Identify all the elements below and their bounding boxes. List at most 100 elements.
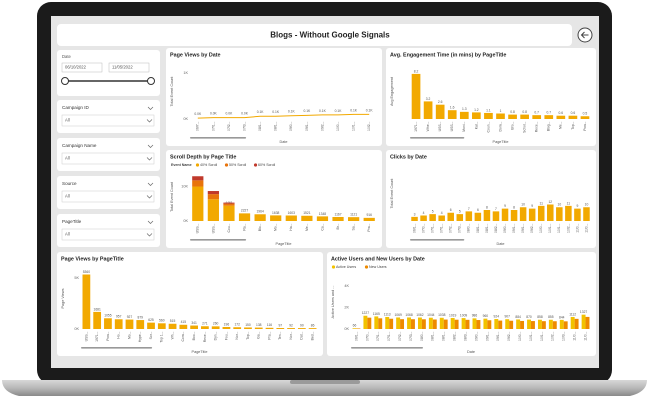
data-label: 2.6 — [438, 100, 443, 104]
bar — [432, 319, 437, 329]
x-tick-label: 07/3... — [242, 121, 246, 130]
data-label: 0.1K — [319, 109, 327, 113]
bar — [136, 320, 145, 329]
bar — [385, 316, 390, 329]
data-label: 5360 — [83, 270, 91, 274]
x-tick-label: 08/1... — [485, 223, 489, 232]
data-label: 1348 — [319, 212, 327, 216]
x-tick-label: 09/1... — [496, 331, 500, 340]
y-tick-label: 2K — [344, 305, 349, 309]
date-slider-handle[interactable] — [147, 77, 155, 85]
x-tick-label: Com... — [181, 331, 185, 341]
bar — [439, 317, 444, 329]
y-tick-label: 4K — [344, 284, 349, 288]
data-label: 1121 — [350, 213, 357, 217]
data-label: 1227 — [362, 311, 370, 315]
data-label: 4 — [423, 211, 425, 215]
date-input[interactable] — [108, 62, 150, 73]
dropdown[interactable] — [61, 114, 155, 127]
bar — [494, 319, 499, 329]
filter-label: Date — [62, 54, 72, 59]
dropdown[interactable] — [61, 152, 155, 165]
x-axis-label: Date — [467, 350, 475, 354]
filter-label: Source — [62, 181, 77, 186]
data-label: 1.1 — [486, 108, 491, 112]
data-label: 8.2 — [414, 69, 419, 73]
x-axis-label: PageTitle — [192, 350, 208, 354]
data-label: 92 — [289, 323, 293, 327]
x-tick-label: USS... — [84, 331, 88, 341]
bar — [520, 320, 525, 329]
x-tick-label: 1971... — [95, 331, 99, 341]
chevron — [146, 157, 153, 161]
x-tick-label: 07/0... — [421, 223, 425, 232]
legend-marker — [364, 265, 369, 269]
bar — [570, 316, 575, 329]
dropdown[interactable] — [61, 228, 155, 241]
bar — [559, 319, 564, 329]
bar — [505, 319, 510, 329]
bar — [201, 326, 209, 329]
bar — [270, 215, 282, 221]
bar — [547, 204, 554, 221]
x-tick-label: Top... — [571, 121, 575, 129]
x-tick-label: Sor... — [149, 331, 153, 339]
y-tick-label: 5K — [74, 276, 79, 280]
data-label: 0.6 — [559, 111, 564, 115]
bar — [447, 212, 454, 221]
y-axis-label: Avg Engagement — [390, 76, 394, 106]
bar — [520, 114, 529, 119]
bar — [348, 217, 360, 221]
bar — [222, 327, 231, 329]
bar — [82, 274, 91, 329]
data-label: 0.1K — [257, 110, 265, 114]
x-tick-label: Fou... — [224, 331, 228, 340]
x-tick-label: Bed... — [311, 331, 315, 340]
title-bar — [57, 24, 572, 46]
back-arrow — [580, 31, 589, 39]
legend-label: Active Users — [336, 265, 356, 269]
data-label: 1055 — [104, 314, 112, 318]
x-tick-label: USS... — [438, 121, 442, 131]
y-tick-label: 0K — [183, 117, 188, 121]
x-tick-label: Schol... — [523, 121, 527, 132]
legend-title: Event Name — [171, 163, 192, 167]
data-label: 6 — [450, 208, 452, 212]
x-tick-label: 06/1... — [354, 331, 358, 340]
bar — [157, 323, 166, 329]
data-label: 855 — [548, 315, 554, 319]
data-label: 12 — [548, 200, 552, 204]
x-tick-label: Dat... — [300, 331, 304, 339]
x-axis-label: Date — [496, 242, 504, 246]
x-tick-label: 07/1... — [387, 331, 391, 340]
bar — [574, 318, 579, 329]
data-label: 924 — [494, 314, 500, 318]
x-tick-label: 08/2... — [494, 223, 498, 232]
date-slider-handle[interactable] — [61, 77, 69, 85]
data-label: 116 — [267, 323, 272, 327]
bar — [537, 205, 545, 221]
chart: Active Users and New Users by Date Active… — [327, 252, 596, 356]
x-tick-label: 07/1... — [440, 223, 444, 232]
bar — [459, 111, 469, 119]
data-label: 1068 — [405, 313, 413, 317]
bar — [527, 319, 531, 329]
bar — [411, 216, 418, 221]
bar — [211, 326, 220, 329]
x-tick-label: Wh... — [170, 331, 174, 339]
bar — [104, 318, 112, 329]
bar — [544, 115, 554, 119]
bar — [492, 211, 500, 221]
bar — [484, 112, 493, 119]
data-label: 0.1K — [303, 109, 311, 113]
x-tick-label: 07/2... — [398, 331, 402, 340]
bar — [583, 207, 590, 221]
bar — [265, 327, 274, 329]
data-label: 858 — [537, 315, 543, 319]
legend-label: 60% Scroll — [258, 163, 275, 167]
bar — [461, 318, 466, 329]
dropdown[interactable] — [61, 190, 155, 203]
x-tick-label: Ga... — [257, 331, 261, 338]
y-tick-label: 1K — [183, 71, 188, 75]
date-input[interactable] — [61, 62, 103, 73]
